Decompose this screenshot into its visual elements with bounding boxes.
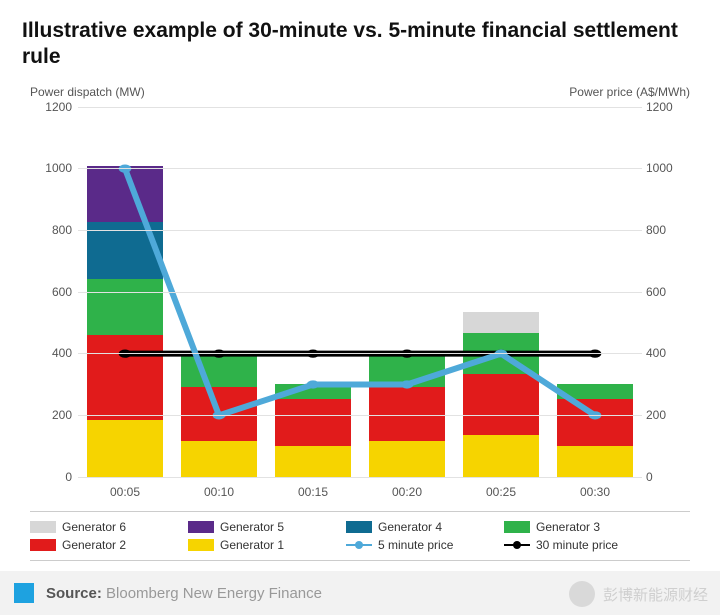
- legend-swatch: [30, 539, 56, 551]
- stacked-bar: [369, 261, 444, 477]
- axis-right-label: Power price (A$/MWh): [569, 85, 690, 99]
- ytick-left: 1200: [38, 100, 72, 114]
- watermark-icon: [569, 581, 595, 607]
- grid-line: [78, 168, 642, 169]
- bar-segment-generator_2: [463, 374, 538, 436]
- source-bar: Source: Bloomberg New Energy Finance 彭博新…: [0, 571, 720, 615]
- legend-item-generator_1: Generator 1: [188, 538, 328, 552]
- legend-swatch: [30, 521, 56, 533]
- bar-segment-generator_2: [87, 335, 162, 420]
- xtick-label: 00:15: [298, 485, 328, 499]
- ytick-left: 0: [38, 470, 72, 484]
- legend-label: 5 minute price: [378, 538, 453, 552]
- bar-segment-generator_3: [181, 351, 256, 387]
- ytick-right: 1000: [646, 161, 686, 175]
- grid-line: [78, 292, 642, 293]
- xtick-label: 00:05: [110, 485, 140, 499]
- chart-container: Power dispatch (MW) Power price (A$/MWh)…: [30, 85, 690, 505]
- grid-line: [78, 415, 642, 416]
- source-label: Source: Bloomberg New Energy Finance: [46, 585, 322, 602]
- legend-label: Generator 6: [62, 520, 126, 534]
- source-accent-square: [14, 583, 34, 603]
- legend-swatch: [504, 544, 530, 546]
- bar-segment-generator_3: [557, 384, 632, 399]
- bar-segment-generator_2: [369, 387, 444, 441]
- bar-segment-generator_1: [87, 420, 162, 477]
- axis-left-label: Power dispatch (MW): [30, 85, 145, 99]
- grid-line: [78, 477, 642, 478]
- bar-segment-generator_2: [181, 387, 256, 441]
- xtick-label: 00:20: [392, 485, 422, 499]
- grid-line: [78, 353, 642, 354]
- legend-item-thirty_min_price: 30 minute price: [504, 538, 644, 552]
- legend-item-generator_6: Generator 6: [30, 520, 170, 534]
- ytick-right: 200: [646, 408, 686, 422]
- legend-swatch: [188, 539, 214, 551]
- bar-segment-generator_2: [557, 399, 632, 445]
- legend-item-generator_4: Generator 4: [346, 520, 486, 534]
- bar-segment-generator_2: [275, 399, 350, 445]
- bar-segment-generator_1: [463, 435, 538, 476]
- ytick-left: 400: [38, 346, 72, 360]
- ytick-left: 800: [38, 223, 72, 237]
- grid-line: [78, 107, 642, 108]
- legend-item-generator_3: Generator 3: [504, 520, 644, 534]
- ytick-right: 400: [646, 346, 686, 360]
- stacked-bar: [181, 261, 256, 477]
- ytick-left: 1000: [38, 161, 72, 175]
- bar-segment-generator_1: [369, 441, 444, 477]
- bar-segment-generator_1: [557, 446, 632, 477]
- chart-title: Illustrative example of 30-minute vs. 5-…: [22, 18, 698, 71]
- legend-swatch: [346, 521, 372, 533]
- grid-line: [78, 230, 642, 231]
- bar-segment-generator_3: [275, 384, 350, 399]
- bar-segment-generator_1: [181, 441, 256, 477]
- legend-item-five_min_price: 5 minute price: [346, 538, 486, 552]
- plot-area: 0020020040040060060080080010001000120012…: [78, 107, 642, 477]
- ytick-right: 1200: [646, 100, 686, 114]
- legend-swatch: [504, 521, 530, 533]
- xtick-label: 00:10: [204, 485, 234, 499]
- ytick-left: 600: [38, 285, 72, 299]
- bar-segment-generator_3: [87, 279, 162, 336]
- xtick-label: 00:25: [486, 485, 516, 499]
- ytick-right: 600: [646, 285, 686, 299]
- legend-swatch: [346, 544, 372, 546]
- bar-segment-generator_1: [275, 446, 350, 477]
- legend-label: Generator 5: [220, 520, 284, 534]
- ytick-right: 800: [646, 223, 686, 237]
- legend-item-generator_2: Generator 2: [30, 538, 170, 552]
- legend-label: Generator 3: [536, 520, 600, 534]
- legend-swatch: [188, 521, 214, 533]
- stacked-bar: [87, 137, 162, 476]
- bar-segment-generator_5: [87, 166, 162, 223]
- bar-segment-generator_3: [369, 351, 444, 387]
- legend-label: Generator 4: [378, 520, 442, 534]
- ytick-left: 200: [38, 408, 72, 422]
- legend-label: Generator 1: [220, 538, 284, 552]
- xtick-label: 00:30: [580, 485, 610, 499]
- stacked-bar: [557, 292, 632, 477]
- legend-label: Generator 2: [62, 538, 126, 552]
- ytick-right: 0: [646, 470, 686, 484]
- watermark: 彭博新能源财经: [569, 581, 708, 607]
- bar-segment-generator_6: [463, 312, 538, 333]
- legend-label: 30 minute price: [536, 538, 618, 552]
- legend-item-generator_5: Generator 5: [188, 520, 328, 534]
- legend: Generator 6 Generator 5 Generator 4 Generat…: [30, 511, 690, 561]
- stacked-bar: [275, 292, 350, 477]
